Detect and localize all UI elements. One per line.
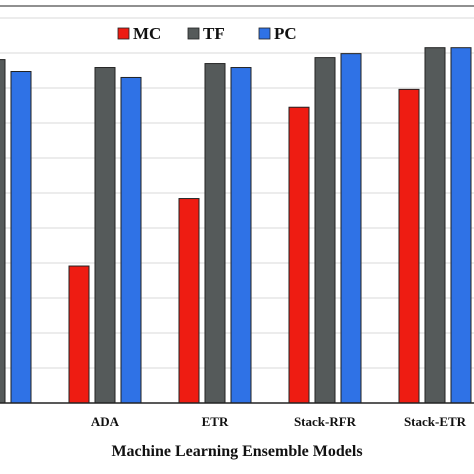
legend-swatch-pc [258,27,271,40]
bar-tf-etr [204,63,226,404]
bar-mc-stack-etr [398,88,420,404]
legend-swatch-mc [117,27,130,40]
legend-label-pc: PC [274,24,297,43]
axes [0,5,474,404]
bar-mc-stack-rfr [288,106,310,404]
bars [0,47,472,404]
legend: MC TF PC [117,24,297,43]
bar-mc-ada [68,265,90,404]
bar-pc-etr [230,67,252,404]
x-tick-label: Stack-ETR [404,414,467,429]
bar-pc-b [10,71,32,404]
bar-tf-stack-rfr [314,57,336,404]
bar-mc-etr [178,198,200,404]
bar-pc-stack-etr [450,47,472,404]
x-axis-title: Machine Learning Ensemble Models [111,443,362,460]
bar-pc-ada [120,76,142,404]
bar-tf-b [0,59,6,404]
legend-label-tf: TF [203,24,225,43]
x-tick-label: Stack-RFR [294,414,357,429]
bar-pc-stack-rfr [340,53,362,404]
bar-tf-stack-etr [424,47,446,404]
bar-tf-ada [94,67,116,404]
legend-swatch-tf [187,27,200,40]
x-tick-label: ETR [202,414,229,429]
x-tick-label: ADA [91,414,120,429]
legend-label-mc: MC [133,24,161,43]
